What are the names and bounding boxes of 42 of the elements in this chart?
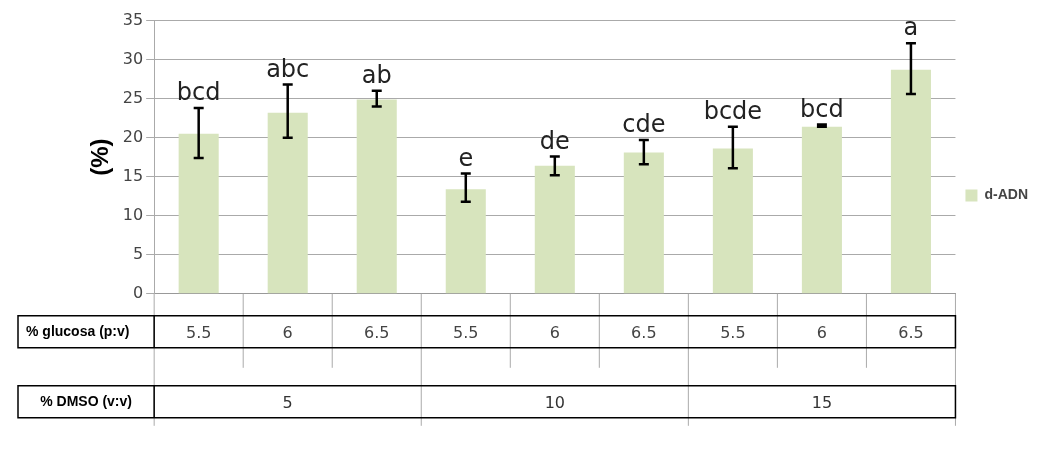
- y-axis-title: (%): [86, 138, 114, 176]
- x-tick-label: 6.5: [898, 322, 924, 342]
- data-label: a: [903, 13, 919, 42]
- bar: [356, 99, 397, 294]
- x-tick-label: 6.5: [364, 322, 390, 342]
- x-tick-label: 5.5: [720, 322, 746, 342]
- text: 10: [544, 392, 565, 412]
- x-tick-label: 5.5: [453, 322, 479, 342]
- y-tick-label: 20: [122, 126, 144, 146]
- text: 15: [811, 392, 833, 412]
- x-tick-label: 6.5: [631, 322, 657, 342]
- data-label: ab: [361, 61, 392, 90]
- bar: [534, 165, 575, 294]
- bar: [801, 126, 842, 294]
- data-label: abc: [266, 54, 310, 83]
- y-tick-label: 0: [132, 282, 144, 302]
- data-label: de: [539, 126, 570, 155]
- legend-label: d-ADN: [984, 186, 1028, 203]
- y-tick-label: 25: [122, 87, 144, 107]
- data-label: bcd: [176, 78, 221, 107]
- x-tick-label: 6: [549, 322, 560, 342]
- bar: [267, 112, 308, 294]
- bar: [623, 152, 664, 294]
- x-tick-label: 5.5: [185, 322, 212, 342]
- data-label: bcd: [800, 94, 844, 123]
- bar: [445, 189, 486, 294]
- data-label: bcde: [703, 96, 763, 125]
- x-tick-label: 6: [816, 322, 827, 342]
- y-tick-label: 30: [122, 48, 144, 68]
- y-tick-label: 15: [122, 165, 144, 185]
- bar: [712, 148, 753, 294]
- text: % glucosa (p:v): [26, 322, 130, 339]
- y-tick-label: 35: [122, 9, 144, 29]
- bar: [890, 69, 931, 294]
- x-tick-label: 6: [282, 322, 293, 342]
- data-label: cde: [622, 110, 666, 139]
- text: % DMSO (v:v): [40, 392, 132, 409]
- y-tick-label: 5: [132, 243, 144, 263]
- bar: [178, 133, 219, 294]
- text: 5: [282, 392, 293, 412]
- data-label: e: [458, 143, 474, 172]
- y-tick-label: 10: [122, 204, 144, 224]
